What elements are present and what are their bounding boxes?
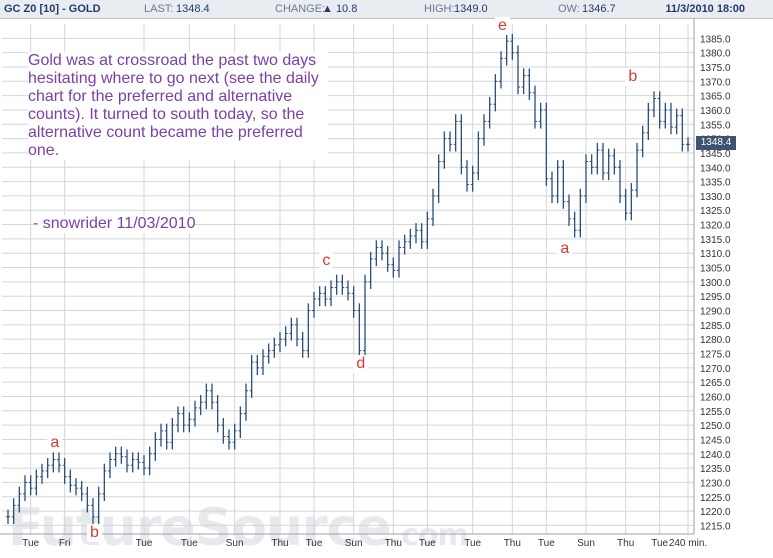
x-tick-label: Tue [306, 538, 323, 549]
y-tick-label: 1245.0 [700, 435, 731, 446]
y-tick-label: 1250.0 [700, 421, 731, 432]
y-tick-label: 1295.0 [700, 292, 731, 303]
y-tick-label: 1335.0 [700, 178, 731, 189]
y-tick-label: 1280.0 [700, 335, 731, 346]
x-tick-label: Tue [22, 538, 39, 549]
x-tick-label: Fri [59, 538, 71, 549]
x-tick-label: Sun [345, 538, 363, 549]
futuresource-watermark: FutureSource.com [8, 498, 469, 558]
x-tick-label: Tue [181, 538, 198, 549]
datetime-label: 11/3/2010 18:00 [665, 3, 745, 15]
y-tick-label: 1255.0 [700, 407, 731, 418]
analysis-note: Gold was at crossroad the past two days … [28, 52, 328, 160]
x-tick-label: Sun [577, 538, 595, 549]
y-tick-label: 1285.0 [700, 321, 731, 332]
wave-label-b: b [87, 524, 102, 542]
y-tick-label: 1340.0 [700, 163, 731, 174]
y-tick-label: 1315.0 [700, 235, 731, 246]
change-value: ▲ 10.8 [322, 3, 358, 15]
price-chart: 1215.0 1220.0 1225.0 1230.0 1235.0 1240.0 1245… [0, 18, 731, 549]
x-tick-label: Thu [271, 538, 288, 549]
watermark-suffix: .com [390, 518, 469, 553]
y-tick-label: 1235.0 [700, 464, 731, 475]
x-tick-label: Tue [464, 538, 481, 549]
high-value: 1349.0 [454, 3, 488, 15]
y-tick-label: 1375.0 [700, 63, 731, 74]
y-tick-label: 1290.0 [700, 307, 731, 318]
high-label: HIGH: [424, 3, 455, 15]
chart-area: FutureSource.com 1215.0 1220.0 1225.0 1230.… [0, 16, 773, 558]
last-price-marker: 1348.4 [696, 136, 736, 151]
x-tick-label: Thu [504, 538, 521, 549]
wave-label-a: a [47, 433, 63, 452]
y-tick-label: 1310.0 [700, 249, 731, 260]
change-label: CHANGE: [275, 3, 326, 15]
analysis-signature: - snowrider 11/03/2010 [33, 215, 196, 233]
x-tick-label: Sun [226, 538, 244, 549]
wave-label-b: b [625, 68, 641, 87]
y-tick-label: 1225.0 [700, 493, 731, 504]
wave-label-a: a [557, 240, 573, 259]
y-tick-label: 1345.0 [700, 149, 731, 160]
x-tick-label: Thu [385, 538, 402, 549]
y-tick-label: 1305.0 [700, 264, 731, 275]
quote-header: GC Z0 [10] - GOLD LAST: 1348.4 CHANGE: ▲… [0, 0, 773, 19]
x-tick-label: 240 min. [669, 538, 707, 549]
y-tick-label: 1275.0 [700, 349, 731, 360]
y-tick-label: 1325.0 [700, 206, 731, 217]
x-tick-label: Thu [617, 538, 634, 549]
last-label: LAST: [144, 3, 174, 15]
wave-label-e: e [495, 16, 510, 35]
watermark-main: FutureSource [8, 498, 392, 558]
x-tick-label: Tue [419, 538, 436, 549]
y-tick-label: 1260.0 [700, 392, 731, 403]
y-tick-label: 1240.0 [700, 450, 731, 461]
y-tick-label: 1360.0 [700, 106, 731, 117]
wave-label-d: d [353, 354, 369, 373]
low-value: 1346.7 [582, 3, 616, 15]
y-tick-label: 1330.0 [700, 192, 731, 203]
y-tick-label: 1355.0 [700, 120, 731, 131]
y-tick-label: 1370.0 [700, 77, 731, 88]
y-tick-label: 1215.0 [700, 521, 731, 532]
y-tick-label: 1320.0 [700, 221, 731, 232]
x-tick-label: Tue [136, 538, 153, 549]
y-tick-label: 1300.0 [700, 278, 731, 289]
y-tick-label: 1270.0 [700, 364, 731, 375]
low-label: OW: [558, 3, 580, 15]
y-tick-label: 1220.0 [700, 507, 731, 518]
wave-label-c: c [319, 251, 334, 270]
x-tick-label: Tue [538, 538, 555, 549]
y-tick-label: 1265.0 [700, 378, 731, 389]
y-tick-label: 1385.0 [700, 34, 731, 45]
y-tick-label: 1230.0 [700, 478, 731, 489]
y-tick-label: 1365.0 [700, 92, 731, 103]
last-value: 1348.4 [176, 3, 210, 15]
y-tick-label: 1380.0 [700, 49, 731, 60]
symbol-label: GC Z0 [10] - GOLD [4, 3, 101, 15]
x-tick-label: Tue [651, 538, 668, 549]
